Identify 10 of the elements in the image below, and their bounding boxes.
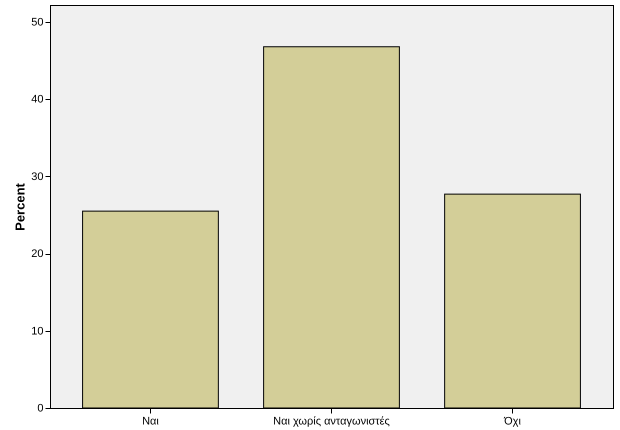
y-tick-label: 50	[31, 16, 44, 28]
x-tick-label: Ναι χωρίς ανταγωνιστές	[273, 416, 390, 428]
y-tick-label: 30	[31, 170, 44, 183]
y-tick-label: 40	[31, 94, 44, 106]
x-tick-label: Όχι	[503, 416, 522, 428]
y-axis-title: Percent	[12, 182, 28, 231]
x-tick-label: Ναι	[142, 416, 160, 428]
y-tick-label: 20	[31, 248, 44, 260]
y-tick-label: 10	[31, 325, 44, 338]
y-tick-label: 0	[37, 402, 44, 414]
